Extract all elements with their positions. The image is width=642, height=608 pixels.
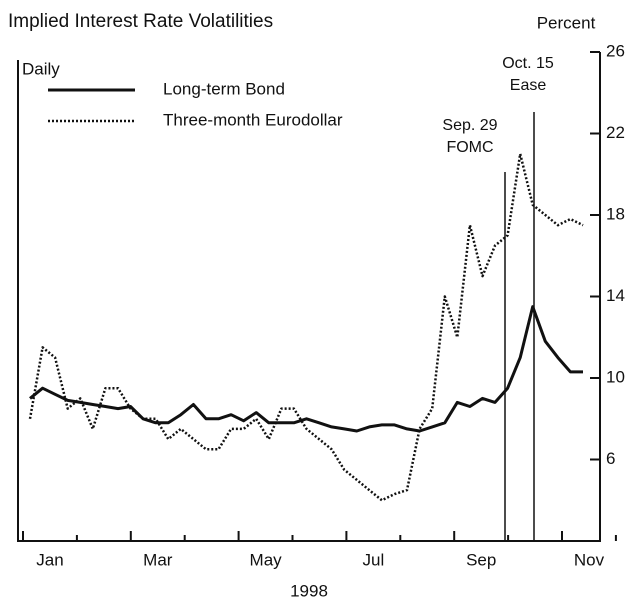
y-axis-label: Percent xyxy=(537,13,596,32)
x-tick-label: Mar xyxy=(143,550,173,569)
chart-title: Implied Interest Rate Volatilities xyxy=(8,11,273,32)
annotation: Sep. 29 xyxy=(442,117,497,134)
legend-label: Long-term Bond xyxy=(163,79,285,98)
legend-label: Three-month Eurodollar xyxy=(163,110,343,129)
y-tick-label: 14 xyxy=(606,286,625,305)
series-line xyxy=(28,152,584,502)
y-tick-label: 18 xyxy=(606,204,625,223)
x-tick-label: Sep xyxy=(466,550,496,569)
x-axis-label: 1998 xyxy=(290,581,328,600)
x-tick-label: Jan xyxy=(36,550,63,569)
annotation: Ease xyxy=(510,77,547,94)
annotation: Oct. 15 xyxy=(502,55,554,72)
series-line xyxy=(29,305,583,433)
x-tick-label: Jul xyxy=(363,550,385,569)
annotation: FOMC xyxy=(446,139,493,156)
frequency-label: Daily xyxy=(22,59,60,78)
y-tick-label: 6 xyxy=(606,449,615,468)
x-tick-label: Nov xyxy=(574,550,605,569)
y-tick-label: 26 xyxy=(606,41,625,60)
y-tick-label: 22 xyxy=(606,123,625,142)
x-tick-label: May xyxy=(250,550,283,569)
y-tick-label: 10 xyxy=(606,367,625,386)
